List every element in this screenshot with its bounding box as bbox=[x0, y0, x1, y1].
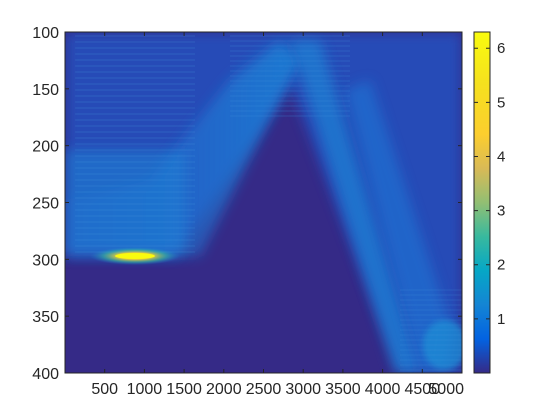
x-tick-label: 2500 bbox=[246, 381, 282, 398]
lower-right-patch bbox=[423, 320, 462, 370]
y-tick-label: 250 bbox=[32, 196, 59, 213]
left-bright-zone bbox=[65, 150, 185, 256]
y-tick-label: 150 bbox=[32, 82, 59, 99]
colorbar-tick-label: 5 bbox=[497, 94, 505, 111]
colorbar-tick-label: 1 bbox=[497, 311, 505, 328]
colorbar-gradient bbox=[474, 32, 490, 373]
y-tick-label: 200 bbox=[32, 139, 59, 156]
x-tick-label: 2000 bbox=[206, 381, 242, 398]
colorbar: 1 2 3 4 5 6 bbox=[473, 31, 505, 374]
colorbar-ticks: 1 2 3 4 5 6 bbox=[474, 40, 505, 328]
colorbar-tick-label: 3 bbox=[497, 203, 505, 220]
x-tick-label: 1000 bbox=[127, 381, 163, 398]
peak-core bbox=[115, 253, 155, 259]
v-band-right bbox=[290, 40, 420, 373]
x-tick-label: 3500 bbox=[325, 381, 361, 398]
v-band-right-inner bbox=[345, 80, 452, 373]
x-tick-label: 1500 bbox=[166, 381, 202, 398]
y-tick-label: 100 bbox=[32, 25, 59, 42]
x-tick-label: 500 bbox=[91, 381, 118, 398]
colorbar-tick-label: 4 bbox=[497, 148, 505, 165]
x-tick-label: 5000 bbox=[428, 381, 464, 398]
colorbar-tick-label: 2 bbox=[497, 257, 505, 274]
x-tick-label: 4000 bbox=[365, 381, 401, 398]
colorbar-frame bbox=[473, 31, 491, 374]
y-axis: 100 150 200 250 300 350 400 bbox=[32, 25, 462, 383]
heatmap-image bbox=[65, 32, 462, 373]
x-tick-label: 3000 bbox=[285, 381, 321, 398]
y-tick-label: 400 bbox=[32, 366, 59, 383]
stripe-texture bbox=[75, 35, 462, 371]
colorbar-tick-label: 6 bbox=[497, 40, 505, 57]
y-tick-label: 300 bbox=[32, 252, 59, 269]
x-tick-label: 4500 bbox=[405, 381, 441, 398]
y-tick-label: 350 bbox=[32, 309, 59, 326]
